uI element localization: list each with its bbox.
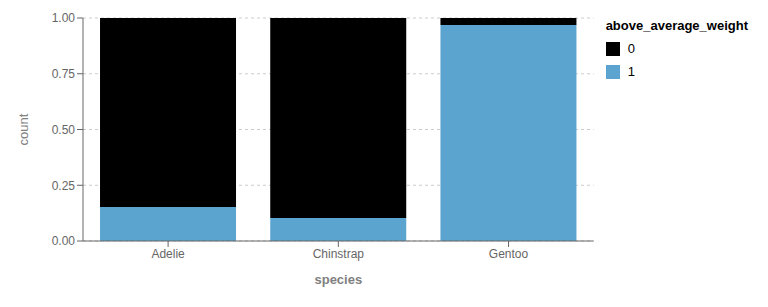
svg-text:0.50: 0.50 xyxy=(52,123,76,137)
svg-text:0.00: 0.00 xyxy=(52,234,76,248)
svg-text:0.75: 0.75 xyxy=(52,67,76,81)
svg-text:species: species xyxy=(314,272,362,287)
html-text:above_average_weight: above_average_weight xyxy=(605,18,748,33)
svg-text:Adelie: Adelie xyxy=(151,247,185,261)
svg-text:Chinstrap: Chinstrap xyxy=(313,247,365,261)
svg-text:count: count xyxy=(16,113,31,145)
html-text:1: 1 xyxy=(627,64,635,79)
svg-text:Gentoo: Gentoo xyxy=(489,247,529,261)
svg-text:1.00: 1.00 xyxy=(52,11,76,25)
svg-text:0.25: 0.25 xyxy=(52,179,76,193)
html-text:0: 0 xyxy=(627,41,635,56)
